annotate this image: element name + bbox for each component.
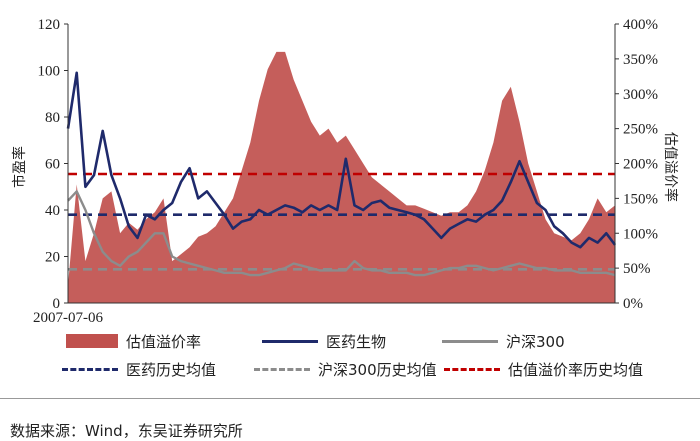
legend: 估值溢价率 医药生物 沪深300 医药历史均值 沪深300历史均值 估值溢价率历… [0, 326, 700, 384]
right-tick-label: 0% [623, 296, 643, 312]
x-tick-label: 2007-07-06 [33, 310, 103, 326]
right-tick-label: 400% [623, 17, 658, 33]
right-tick-label: 300% [623, 87, 658, 103]
legend-swatch-line [262, 339, 318, 343]
axes-layer: 0 20 40 60 80 100 120 0% 50% 100% 150% 200% 250% 300%… [38, 17, 659, 312]
legend-item-pharma: 医药生物 [262, 330, 386, 352]
legend-label: 医药生物 [326, 332, 387, 351]
right-tick-label: 200% [623, 157, 658, 173]
divider [0, 398, 700, 399]
legend-label: 估值溢价率历史均值 [508, 360, 644, 379]
source-note: 数据来源：Wind，东吴证券研究所 [10, 422, 243, 440]
chart: 0 20 40 60 80 100 120 0% 50% 100% 150% 200% 250% 300%… [11, 17, 679, 326]
right-tick-label: 100% [623, 226, 658, 242]
legend-label: 沪深300历史均值 [318, 360, 437, 379]
legend-item-hs300-mean: 沪深300历史均值 [254, 358, 437, 380]
left-axis-title: 市盈率 [11, 146, 28, 188]
right-tick-label: 350% [623, 52, 658, 68]
right-tick-label: 150% [623, 191, 658, 207]
left-tick-label: 20 [45, 250, 60, 266]
legend-swatch-dash-red [444, 367, 500, 371]
left-tick-label: 40 [45, 203, 60, 219]
right-tick-label: 50% [623, 261, 651, 277]
series-line-医药生物 [66, 71, 617, 249]
right-axis-title: 估值溢价率 [662, 132, 679, 202]
legend-label: 沪深300 [506, 332, 565, 351]
legend-swatch-area [66, 334, 118, 348]
legend-item-premium: 估值溢价率 [66, 330, 201, 352]
right-tick-label: 250% [623, 122, 658, 138]
left-tick-label: 60 [45, 157, 60, 173]
left-tick-label: 100 [38, 64, 61, 80]
left-tick-label: 0 [53, 296, 61, 312]
legend-swatch-dash [62, 367, 118, 371]
legend-item-hs300: 沪深300 [442, 330, 565, 352]
series-line-沪深300 [67, 190, 616, 277]
legend-item-pharma-mean: 医药历史均值 [62, 358, 216, 380]
series-lines-layer [66, 71, 617, 277]
legend-item-premium-mean: 估值溢价率历史均值 [444, 358, 643, 380]
legend-swatch-line-gray [442, 339, 498, 343]
left-tick-label: 80 [45, 110, 60, 126]
legend-label: 估值溢价率 [126, 332, 202, 351]
left-tick-label: 120 [38, 17, 61, 33]
legend-label: 医药历史均值 [126, 360, 217, 379]
legend-swatch-dash-gray [254, 367, 310, 371]
